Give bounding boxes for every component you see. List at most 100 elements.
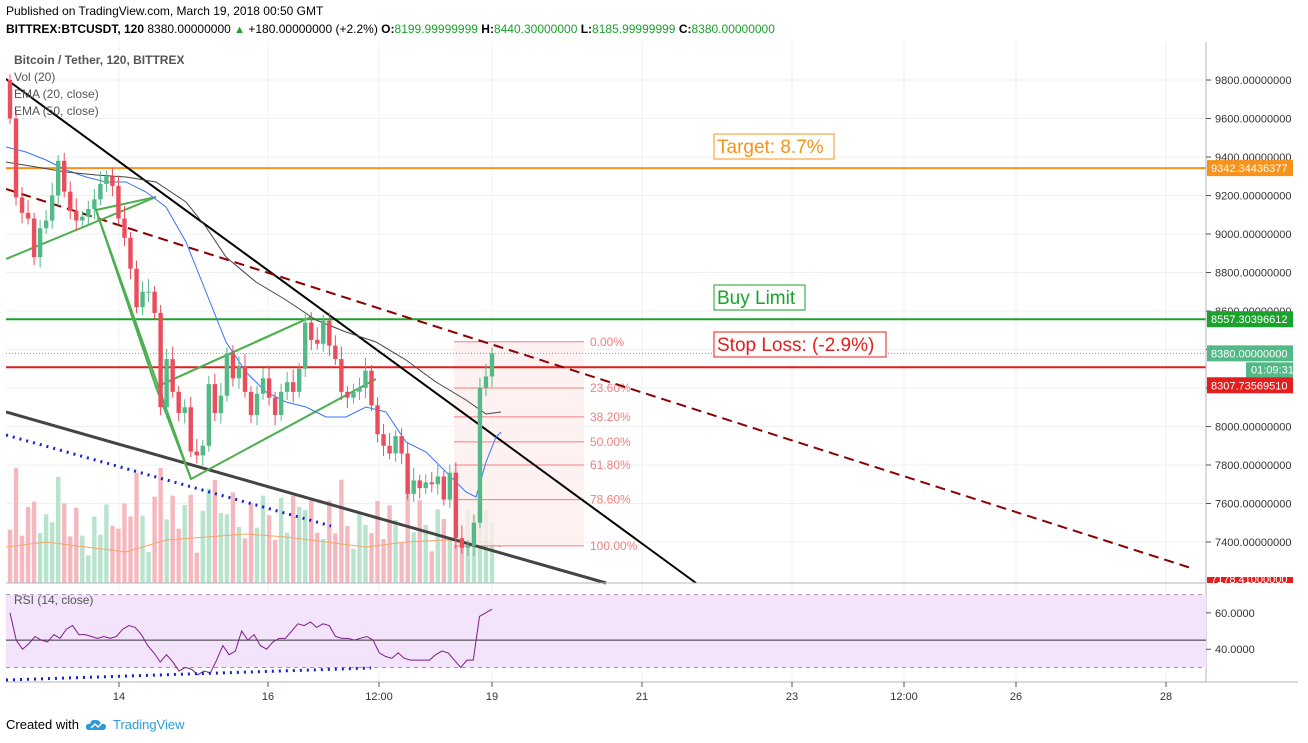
rsi-tick-label: 60.0000 (1215, 608, 1255, 620)
candle-body (242, 366, 248, 392)
candle-body (297, 368, 302, 392)
candle-body (212, 384, 218, 414)
volume-bar (327, 500, 332, 583)
time-tick-label: 28 (1160, 691, 1172, 703)
volume-bar (423, 525, 428, 583)
volume-bar (266, 515, 272, 583)
volume-bar (429, 551, 434, 583)
candle-body (417, 480, 422, 489)
stop-loss-label: Stop Loss: (-2.9%) (717, 335, 874, 356)
candle-body (146, 291, 151, 293)
candle-body (411, 480, 416, 494)
price-tick-label: 9000.00000000 (1215, 229, 1291, 241)
candle-body (37, 228, 43, 258)
candle-body (309, 322, 314, 340)
dark-trendline-lower[interactable] (6, 410, 607, 585)
tradingview-brand[interactable]: TradingView (112, 717, 185, 732)
fib-background (454, 341, 584, 546)
low-value: 8185.99999999 (592, 22, 676, 36)
candle-body (110, 176, 115, 186)
candle-body (80, 216, 85, 221)
candlesticks[interactable] (7, 74, 495, 557)
volume-bar (134, 472, 139, 583)
volume-bar (152, 496, 157, 583)
volume-bar (98, 534, 103, 583)
buy-limit-annotation[interactable]: Buy Limit (713, 284, 806, 311)
fib-level-label: 50.00% (590, 435, 631, 449)
green-flag-drawing-2[interactable] (154, 316, 377, 481)
time-tick-label: 21 (636, 691, 648, 703)
candle-body (7, 80, 13, 119)
horizontal-lines[interactable] (6, 167, 1206, 369)
target-label: Target: 8.7% (717, 137, 824, 158)
time-tick-label: 12:00 (890, 691, 918, 703)
volume-bar (80, 535, 85, 583)
buy-limit-label: Buy Limit (717, 288, 796, 309)
candle-body (182, 407, 187, 414)
symbol-line: BITTREX:BTCUSDT, 120 8380.00000000 ▲ +18… (6, 22, 775, 36)
symbol: BITTREX:BTCUSDT, 120 (6, 22, 145, 36)
grid (6, 42, 1206, 682)
volume-bar (13, 468, 19, 583)
price-tags: 9342.34436377 8557.30396612 8380.00000000 0… (1207, 160, 1294, 586)
black-trendline-upper[interactable] (6, 78, 697, 584)
candle-body (248, 391, 254, 415)
time-tick-label: 19 (486, 691, 498, 703)
stop-loss-annotation[interactable]: Stop Loss: (-2.9%) (713, 331, 887, 358)
candle-body (375, 405, 380, 435)
candle-body (152, 291, 157, 313)
candle-body (116, 185, 121, 219)
time-tick-label: 16 (262, 691, 274, 703)
rsi-pane[interactable]: 40.0000 60.0000 (6, 594, 1255, 682)
volume-bar (206, 488, 212, 583)
time-axis[interactable]: 14 16 12:00 19 21 23 12:00 26 28 (113, 682, 1172, 703)
price-tick-label: 8000.00000000 (1215, 422, 1291, 434)
last-price-tag-bg (1207, 345, 1293, 362)
volume-bar (284, 532, 290, 583)
fib-retracement[interactable]: 0.00% 23.60% 38.20% 50.00% 61.80% 78.60% 100.0… (454, 335, 638, 553)
volume-bar (248, 503, 254, 583)
candle-body (86, 208, 91, 217)
price-tick-label: 7800.00000000 (1215, 460, 1291, 472)
volume-bar (68, 536, 73, 583)
buy-price-tag: 8557.30396612 (1211, 314, 1287, 326)
fib-level-label: 78.60% (590, 493, 631, 507)
rsi-dotted-trendline (6, 666, 372, 682)
high-label: H: (481, 22, 494, 36)
fib-level-label: 61.80% (590, 458, 631, 472)
volume-bar (122, 503, 127, 583)
candle-body (49, 195, 55, 221)
candle-body (441, 476, 446, 500)
volume-bar (339, 479, 344, 583)
candle-body (104, 176, 109, 184)
chart[interactable]: 0.00% 23.60% 38.20% 50.00% 61.80% 78.60% 100.0… (6, 42, 1298, 712)
candle-body (465, 545, 471, 548)
volume-bar (25, 507, 31, 583)
price-tick-label: 8800.00000000 (1215, 268, 1291, 280)
volume-bar (37, 533, 43, 583)
volume-bar (140, 515, 145, 583)
target-annotation[interactable]: Target: 8.7% (713, 133, 835, 160)
change: +180.00000000 (+2.2%) (248, 22, 378, 36)
volume-bar (212, 480, 218, 583)
blue-dotted-trendline[interactable] (6, 433, 332, 528)
volume-bar (441, 519, 446, 583)
price-tick-label: 9800.00000000 (1215, 75, 1291, 87)
time-tick-label: 14 (113, 691, 125, 703)
candle-body (13, 118, 19, 198)
candle-body (260, 378, 266, 394)
volume-bar (375, 501, 380, 583)
candle-body (218, 395, 224, 414)
volume-bar (363, 525, 368, 583)
candle-body (43, 220, 49, 229)
open-label: O: (381, 22, 395, 36)
candle-body (68, 191, 73, 211)
trend-drawings[interactable] (6, 78, 1195, 585)
candle-body (140, 291, 145, 308)
cut-price-tag-bg (1207, 577, 1293, 583)
candle-body (176, 391, 181, 414)
volume-bar (176, 528, 181, 583)
volume-bar (62, 503, 67, 583)
fib-level-label: 100.00% (590, 539, 638, 553)
green-flag-drawing-3[interactable] (95, 209, 192, 480)
